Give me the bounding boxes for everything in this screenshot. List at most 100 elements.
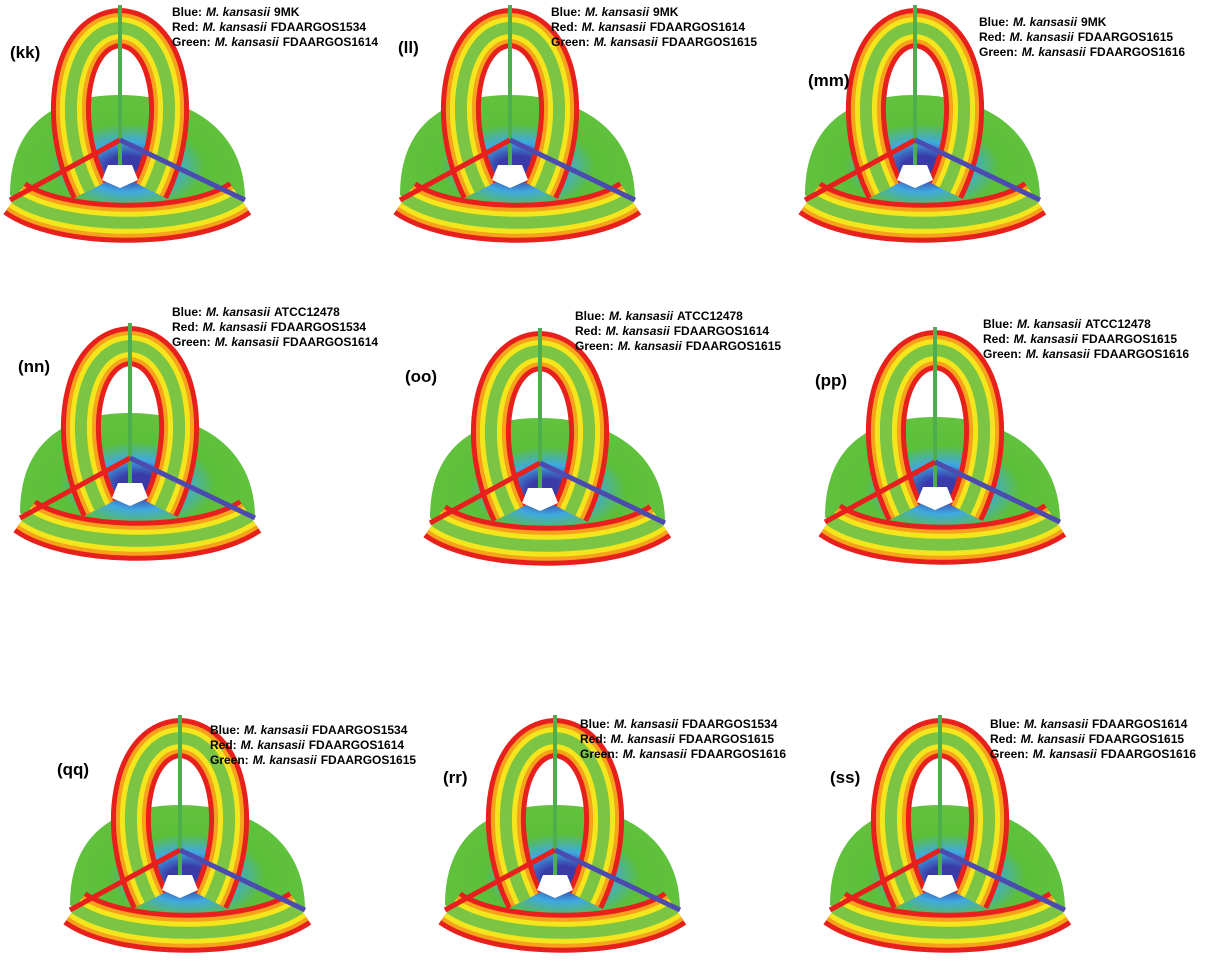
trefoil-graphic — [798, 5, 1047, 243]
red-axis — [68, 847, 182, 913]
trefoil-graphic — [438, 715, 687, 953]
legend-line: Blue: M. kansasii 9MK — [172, 5, 300, 19]
legend-strain: FDAARGOS1534 — [312, 723, 408, 737]
legend-species: M. kansasii — [203, 320, 268, 334]
red-axis — [823, 459, 937, 525]
legend-species: M. kansasii — [1021, 732, 1086, 746]
inner-hole — [922, 875, 958, 898]
legend-line: Green: M. kansasii FDAARGOS1615 — [551, 35, 757, 49]
legend-role: Red: — [551, 20, 578, 34]
legend-species: M. kansasii — [215, 335, 280, 349]
blue-axis — [128, 455, 257, 521]
inner-hole — [897, 165, 933, 188]
panel-label: (mm) — [808, 71, 850, 90]
trefoil-graphic — [63, 715, 312, 953]
legend-role: Blue: — [990, 717, 1020, 731]
legend-strain: FDAARGOS1614 — [1092, 717, 1188, 731]
legend-strain: ATCC12478 — [274, 305, 340, 319]
legend-species: M. kansasii — [585, 5, 650, 19]
legend-line: Red: M. kansasii FDAARGOS1614 — [210, 738, 404, 752]
legend-role: Red: — [172, 320, 199, 334]
legend-line: Blue: M. kansasii 9MK — [551, 5, 679, 19]
legend-strain: FDAARGOS1615 — [679, 732, 775, 746]
legend-species: M. kansasii — [594, 35, 659, 49]
legend-role: Blue: — [580, 717, 610, 731]
blue-axis — [538, 460, 667, 526]
legend-role: Green: — [580, 747, 619, 761]
panel-label: (ss) — [830, 768, 860, 787]
inner-hole — [917, 487, 953, 510]
inner-hole — [112, 483, 148, 506]
legend-line: Blue: M. kansasii ATCC12478 — [172, 305, 340, 319]
legend-strain: FDAARGOS1616 — [1090, 45, 1186, 59]
legend-species: M. kansasii — [1022, 45, 1087, 59]
legend-strain: FDAARGOS1614 — [309, 738, 405, 752]
legend-role: Red: — [580, 732, 607, 746]
panel-label: (kk) — [10, 43, 40, 62]
legend-line: Blue: M. kansasii FDAARGOS1614 — [990, 717, 1188, 731]
legend-strain: 9MK — [274, 5, 300, 19]
legend-line: Green: M. kansasii FDAARGOS1614 — [172, 35, 378, 49]
trefoil-graphic — [818, 327, 1067, 565]
legend-role: Green: — [575, 339, 614, 353]
legend-strain: FDAARGOS1615 — [1078, 30, 1174, 44]
legend-strain: FDAARGOS1534 — [271, 320, 367, 334]
lower-arc — [401, 192, 634, 229]
legend-role: Green: — [979, 45, 1018, 59]
legend-strain: ATCC12478 — [1085, 317, 1151, 331]
lower-arc — [446, 902, 679, 939]
panel-label: (qq) — [57, 760, 89, 779]
legend-role: Red: — [983, 332, 1010, 346]
legend-strain: FDAARGOS1614 — [283, 35, 379, 49]
panel-label: (oo) — [405, 367, 437, 386]
trefoil-graphic — [393, 5, 642, 243]
panel-label: (ll) — [398, 38, 419, 57]
legend-species: M. kansasii — [206, 5, 271, 19]
legend-species: M. kansasii — [244, 723, 309, 737]
legend-species: M. kansasii — [241, 738, 306, 752]
legend-line: Blue: M. kansasii FDAARGOS1534 — [580, 717, 778, 731]
legend-strain: FDAARGOS1615 — [321, 753, 417, 767]
legend-role: Red: — [979, 30, 1006, 44]
legend-role: Green: — [172, 35, 211, 49]
legend-line: Red: M. kansasii FDAARGOS1615 — [983, 332, 1177, 346]
legend-species: M. kansasii — [206, 305, 271, 319]
legend-strain: FDAARGOS1615 — [662, 35, 758, 49]
red-axis — [443, 847, 557, 913]
legend-role: Green: — [990, 747, 1029, 761]
red-axis — [428, 460, 542, 526]
legend-line: Red: M. kansasii FDAARGOS1615 — [979, 30, 1173, 44]
legend-role: Blue: — [172, 5, 202, 19]
legend-role: Red: — [172, 20, 199, 34]
legend-role: Red: — [210, 738, 237, 752]
blue-axis — [553, 847, 682, 913]
legend-role: Green: — [551, 35, 590, 49]
legend-strain: FDAARGOS1615 — [686, 339, 782, 353]
legend-line: Blue: M. kansasii FDAARGOS1534 — [210, 723, 408, 737]
legend-role: Blue: — [575, 309, 605, 323]
inner-hole — [102, 165, 138, 188]
lower-arc — [21, 510, 254, 547]
lower-arc — [806, 192, 1039, 229]
legend-role: Blue: — [210, 723, 240, 737]
red-axis — [828, 847, 942, 913]
legend-role: Green: — [210, 753, 249, 767]
legend-species: M. kansasii — [203, 20, 268, 34]
lower-arc — [71, 902, 304, 939]
legend-strain: 9MK — [653, 5, 679, 19]
legend-line: Red: M. kansasii FDAARGOS1614 — [551, 20, 745, 34]
legend-species: M. kansasii — [618, 339, 683, 353]
legend-species: M. kansasii — [609, 309, 674, 323]
lower-arc — [826, 514, 1059, 551]
legend-role: Blue: — [172, 305, 202, 319]
trefoil-graphic — [3, 5, 252, 243]
panel-label: (rr) — [443, 768, 468, 787]
blue-axis — [118, 137, 247, 203]
legend-strain: FDAARGOS1614 — [283, 335, 379, 349]
lower-arc — [831, 902, 1064, 939]
inner-hole — [522, 488, 558, 511]
legend-species: M. kansasii — [1014, 332, 1079, 346]
red-axis — [18, 455, 132, 521]
legend-strain: FDAARGOS1614 — [674, 324, 770, 338]
